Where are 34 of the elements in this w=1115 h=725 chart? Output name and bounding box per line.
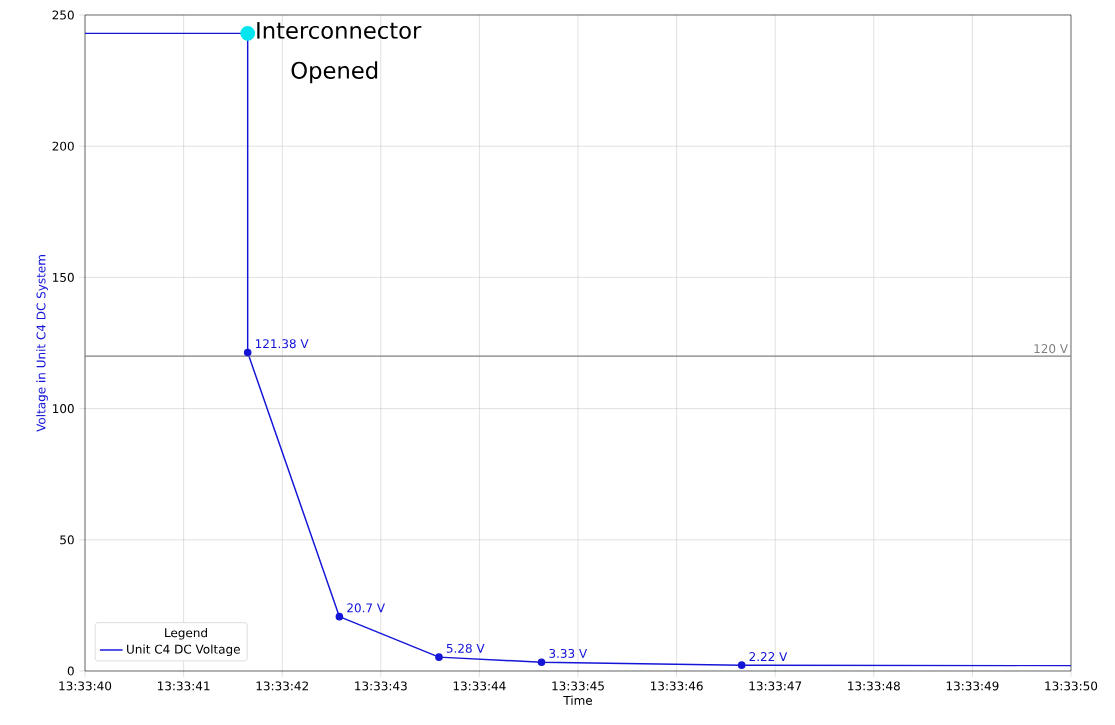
data-label: 20.7 V bbox=[347, 603, 385, 613]
y-tick-label: 50 bbox=[60, 535, 74, 545]
y-tick-label: 250 bbox=[52, 10, 74, 20]
x-tick-label: 13:33:45 bbox=[552, 681, 604, 691]
y-tick-label: 150 bbox=[53, 272, 74, 282]
legend-label: Unit C4 DC Voltage bbox=[127, 644, 240, 657]
y-axis-title: Voltage in Unit C4 DC System bbox=[36, 255, 48, 432]
y-tick-label: 0 bbox=[67, 666, 74, 676]
point bbox=[737, 661, 746, 669]
x-axis-title: Time bbox=[563, 695, 593, 705]
data-label: 121.38 V bbox=[255, 339, 309, 349]
x-tick-label: 13:33:41 bbox=[157, 681, 210, 691]
point bbox=[537, 658, 546, 667]
x-tick-label: 13:33:47 bbox=[749, 681, 802, 691]
annotation: Interconnector Opened bbox=[257, 22, 422, 84]
x-tick-label: 13:33:49 bbox=[946, 681, 999, 691]
point bbox=[335, 612, 344, 621]
point bbox=[435, 653, 443, 661]
x-tick-label: 13:33:44 bbox=[453, 681, 506, 691]
data-label: 3.33 V bbox=[549, 648, 588, 658]
data-label: 2.22 V bbox=[749, 651, 788, 661]
x-tick-label: 13:33:46 bbox=[650, 681, 703, 691]
x-tick-label: 13:33:50 bbox=[1045, 681, 1098, 691]
x-tick-label: 13:33:42 bbox=[256, 681, 308, 691]
data-label: 5.28 V bbox=[446, 643, 485, 653]
legend-title: Legend bbox=[165, 627, 207, 640]
x-tick-label: 13:33:40 bbox=[59, 681, 112, 691]
point bbox=[240, 25, 256, 41]
y-tick-label: 100 bbox=[53, 404, 74, 414]
point bbox=[243, 348, 252, 357]
y-tick-label: 200 bbox=[52, 141, 74, 151]
ref-line-label: 120 V bbox=[1034, 344, 1068, 354]
x-tick-label: 13:33:48 bbox=[848, 681, 900, 691]
x-tick-label: 13:33:43 bbox=[355, 681, 407, 691]
